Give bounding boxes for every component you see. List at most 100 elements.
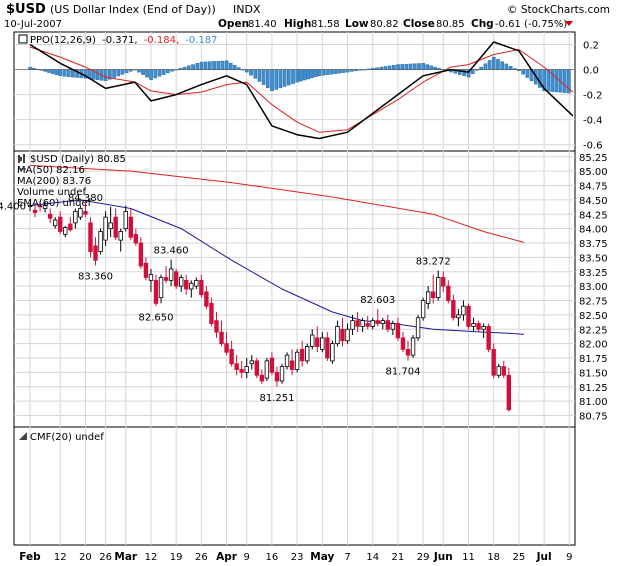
x-tick-label: 25 bbox=[513, 552, 526, 563]
price-annotation: 84.400 bbox=[0, 202, 26, 213]
candle-body bbox=[430, 291, 436, 299]
close-value: 80.85 bbox=[436, 19, 465, 30]
candle-body bbox=[229, 348, 234, 365]
candle-body bbox=[244, 366, 249, 373]
price-y-tick-label: 85.25 bbox=[579, 153, 608, 164]
ppo-histogram-bar bbox=[66, 69, 71, 77]
cmf-legend-text: CMF(20) undef bbox=[30, 432, 104, 443]
candle-body bbox=[400, 337, 406, 350]
candle-body bbox=[355, 320, 360, 327]
candle-body bbox=[143, 262, 149, 278]
candle-body bbox=[47, 213, 53, 219]
exchange: INDX bbox=[233, 3, 261, 16]
candle-body bbox=[184, 279, 189, 290]
candle-body bbox=[113, 216, 118, 238]
ppo-histogram-bar bbox=[291, 69, 295, 84]
ppo-histogram-bar bbox=[383, 66, 388, 70]
price-annotation: 82.650 bbox=[139, 312, 174, 323]
candle-body bbox=[370, 320, 375, 327]
candle-body bbox=[234, 363, 239, 370]
candle-body bbox=[441, 277, 446, 287]
ppo-histogram-bar bbox=[112, 69, 116, 78]
candle-body bbox=[219, 331, 224, 345]
price-annotation: 83.460 bbox=[154, 246, 189, 257]
candle-body bbox=[259, 374, 265, 382]
x-axis: Feb 12 20 26 Mar 12 19 26 Apr 9 16 23 May 7 14 21 29 Jun 1… bbox=[19, 551, 572, 563]
price-y-tick-label: 84.00 bbox=[579, 225, 608, 236]
x-tick-label: 19 bbox=[170, 552, 183, 563]
ppo-histogram-bar bbox=[321, 69, 326, 76]
chg-value: -0.61 (-0.75%) bbox=[495, 19, 567, 30]
candle-body bbox=[330, 343, 335, 362]
candle-body bbox=[461, 305, 466, 316]
x-tick-label: 16 bbox=[266, 552, 279, 563]
ppo-histogram-bar bbox=[161, 69, 166, 75]
price-annotation: 81.251 bbox=[259, 393, 294, 404]
ppo-histogram-bar bbox=[232, 65, 237, 70]
close-label: Close bbox=[403, 18, 435, 30]
candle-body bbox=[168, 268, 174, 281]
ppo-histogram-bar bbox=[487, 60, 492, 70]
ppo-histogram-bar bbox=[470, 69, 475, 74]
candle-body bbox=[390, 323, 396, 330]
chart-header: $USD (US Dollar Index (End of Day)) INDX… bbox=[4, 2, 610, 30]
ppo-y-tick-label: -0.6 bbox=[583, 141, 603, 152]
ppo-histogram-bar bbox=[153, 69, 158, 79]
ppo-histogram-bar bbox=[282, 69, 287, 87]
price-y-tick-label: 81.50 bbox=[579, 368, 608, 379]
candle-body bbox=[249, 360, 254, 365]
price-chart: 84.400 84.380 83.360 83.460 82.650 81.251 82.6… bbox=[0, 164, 525, 412]
ppo-histogram-bar bbox=[182, 66, 187, 70]
x-tick-label: 14 bbox=[366, 552, 379, 563]
candle-body bbox=[204, 291, 209, 307]
candle-body bbox=[32, 209, 38, 213]
price-y-tick-label: 84.75 bbox=[579, 182, 608, 193]
ppo-histogram-bar bbox=[278, 69, 283, 89]
candle-body bbox=[425, 291, 431, 304]
ppo-histogram-bar bbox=[95, 69, 100, 81]
ppo-histogram-bar bbox=[508, 66, 513, 70]
ma200-legend: MA(200) 83.76 bbox=[17, 176, 91, 187]
candle-body bbox=[299, 348, 305, 362]
candle-body bbox=[466, 305, 471, 327]
ppo-chart bbox=[14, 41, 575, 140]
candle-body bbox=[304, 346, 310, 362]
candle-body bbox=[53, 219, 58, 227]
price-annotation: 83.272 bbox=[416, 256, 451, 267]
ppo-histogram-bar bbox=[504, 63, 509, 70]
ppo-histogram-bar bbox=[195, 63, 200, 70]
candle-body bbox=[486, 325, 491, 350]
ppo-histogram-bar bbox=[220, 60, 225, 70]
candle-body bbox=[42, 205, 48, 209]
candle-body bbox=[63, 227, 68, 235]
ppo-histogram-bar bbox=[166, 69, 170, 74]
price-y-tick-label: 82.25 bbox=[579, 325, 608, 336]
ppo-histogram-bar bbox=[310, 69, 314, 79]
ppo-histogram-bar bbox=[429, 65, 433, 70]
ppo-histogram-bar bbox=[333, 69, 338, 74]
ppo-histogram-bar bbox=[116, 69, 121, 77]
price-y-tick-label: 85.00 bbox=[579, 167, 608, 178]
ppo-y-tick-label: -0.4 bbox=[583, 116, 603, 127]
ppo-y-tick-label: 0.2 bbox=[583, 41, 599, 52]
ppo-histogram-bar bbox=[47, 69, 51, 73]
price-y-tick-label: 83.75 bbox=[579, 239, 608, 250]
ppo-histogram-bar bbox=[274, 69, 279, 90]
candle-body bbox=[395, 323, 401, 339]
ppo-histogram-bar bbox=[337, 69, 342, 74]
ppo-histogram-bar bbox=[392, 64, 396, 70]
ppo-histogram-bar bbox=[396, 64, 400, 70]
price-y-tick-label: 81.00 bbox=[579, 397, 608, 408]
x-tick-label: May bbox=[310, 551, 334, 563]
x-tick-label: 7 bbox=[344, 552, 350, 563]
ppo-histogram-bar bbox=[345, 69, 350, 73]
candle-body bbox=[194, 279, 199, 287]
candle-body bbox=[345, 328, 350, 342]
ppo-histogram-bar bbox=[245, 69, 249, 73]
candle-body bbox=[496, 366, 501, 376]
candle-body bbox=[178, 277, 184, 287]
x-tick-label: Feb bbox=[19, 551, 41, 563]
high-value: 81.58 bbox=[311, 19, 340, 30]
candle-legend-icon bbox=[18, 154, 25, 163]
